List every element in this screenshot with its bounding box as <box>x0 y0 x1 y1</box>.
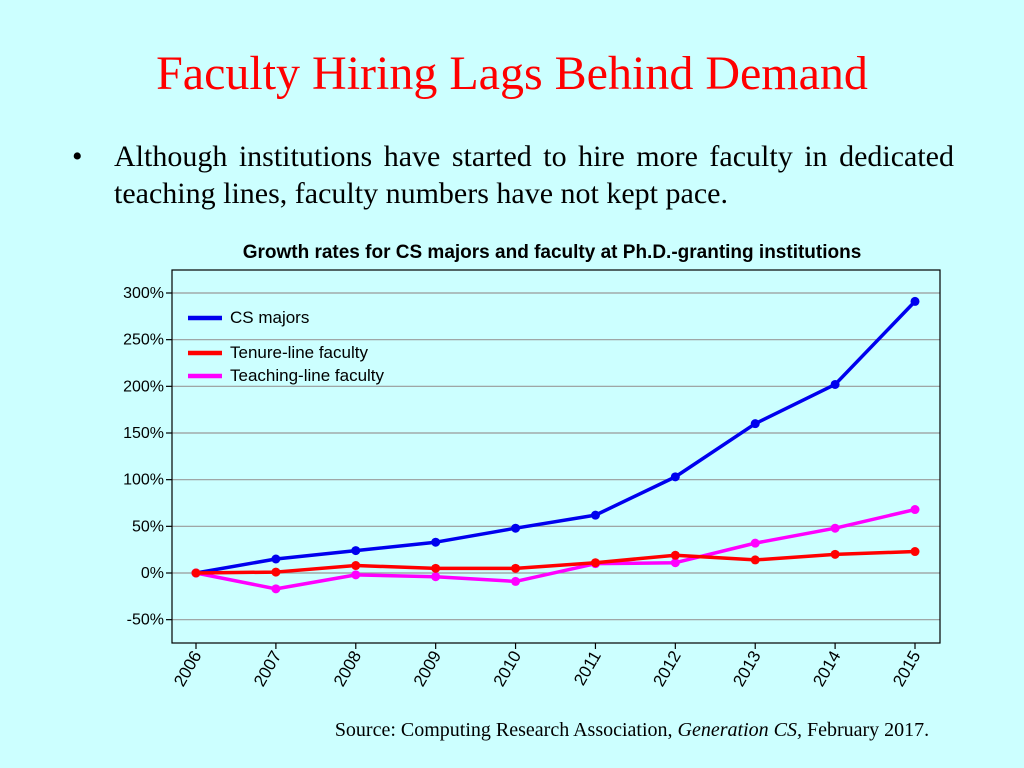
data-point <box>670 472 680 482</box>
data-point <box>670 558 680 568</box>
legend: CS majors Tenure-line faculty Teaching-lin… <box>188 308 385 385</box>
source-prefix: Source: Computing Research Association, <box>334 719 678 741</box>
x-tick-label: 2010 <box>490 648 525 690</box>
data-point <box>750 555 760 565</box>
data-point <box>431 537 441 547</box>
data-point <box>351 570 361 580</box>
data-point <box>830 549 840 559</box>
series-tenure-line-faculty <box>191 547 920 578</box>
y-tick-label: 0% <box>141 565 164 582</box>
x-tick-label: 2006 <box>170 648 205 690</box>
data-point <box>590 510 600 520</box>
data-point <box>271 584 281 594</box>
data-point <box>511 523 521 533</box>
data-point <box>670 550 680 560</box>
data-point <box>431 572 441 582</box>
x-tick-label: 2013 <box>729 648 764 690</box>
data-point <box>511 576 521 586</box>
y-tick-label: -50% <box>127 612 164 629</box>
x-tick-label: 2011 <box>570 648 605 689</box>
y-tick-label: 250% <box>123 332 164 349</box>
data-point <box>750 419 760 429</box>
source-suffix: February 2017. <box>801 719 930 741</box>
data-point <box>271 567 281 577</box>
data-point <box>910 547 920 557</box>
slide-title: Faculty Hiring Lags Behind Demand <box>156 47 868 100</box>
x-tick-label: 2015 <box>889 648 924 690</box>
data-point <box>830 379 840 389</box>
data-point <box>750 538 760 548</box>
data-point <box>910 296 920 306</box>
data-point <box>271 554 281 564</box>
series-line <box>195 549 916 575</box>
data-point <box>511 563 521 573</box>
x-tick-label: 2014 <box>809 648 844 690</box>
x-axis: 2006 2007 2008 2009 2010 2011 2012 2013 2014 2015 <box>170 643 924 690</box>
y-axis: -50% 0% 50% 100% 150% 200% 250% 300% <box>123 285 172 629</box>
growth-rate-line-chart: -50%0%50%100%150%200%250%300% 2006 2007 20… <box>123 269 941 690</box>
series-line <box>195 300 917 575</box>
series-lines <box>191 296 920 594</box>
y-tick-label: 150% <box>123 425 164 442</box>
data-point <box>590 558 600 568</box>
x-tick-label: 2007 <box>250 648 285 690</box>
y-tick-label: 50% <box>132 518 164 535</box>
legend-label: Teaching-line faculty <box>230 366 385 385</box>
source-title: Generation CS, <box>677 719 802 741</box>
y-tick-label: 100% <box>123 472 164 489</box>
series-cs-majors <box>191 296 920 578</box>
data-point <box>830 523 840 533</box>
legend-label: Tenure-line faculty <box>230 343 368 362</box>
bullet-marker: • <box>72 140 83 173</box>
series-line <box>195 507 916 591</box>
data-point <box>351 546 361 556</box>
series-teaching-line-faculty <box>191 505 920 594</box>
data-point <box>351 561 361 571</box>
data-point <box>910 505 920 515</box>
y-tick-label: 300% <box>123 285 164 302</box>
source-citation: Source: Computing Research Association, … <box>0 718 1024 742</box>
legend-label: CS majors <box>230 308 309 327</box>
x-tick-label: 2009 <box>410 648 445 690</box>
x-tick-label: 2012 <box>649 648 684 690</box>
bullet-text: Although institutions have started to hi… <box>114 140 954 210</box>
plot-frame <box>171 269 941 644</box>
data-point <box>431 563 441 573</box>
chart-title: Growth rates for CS majors and faculty a… <box>242 242 862 263</box>
y-tick-label: 200% <box>123 378 164 395</box>
x-tick-label: 2008 <box>330 648 365 690</box>
data-point <box>191 568 201 578</box>
